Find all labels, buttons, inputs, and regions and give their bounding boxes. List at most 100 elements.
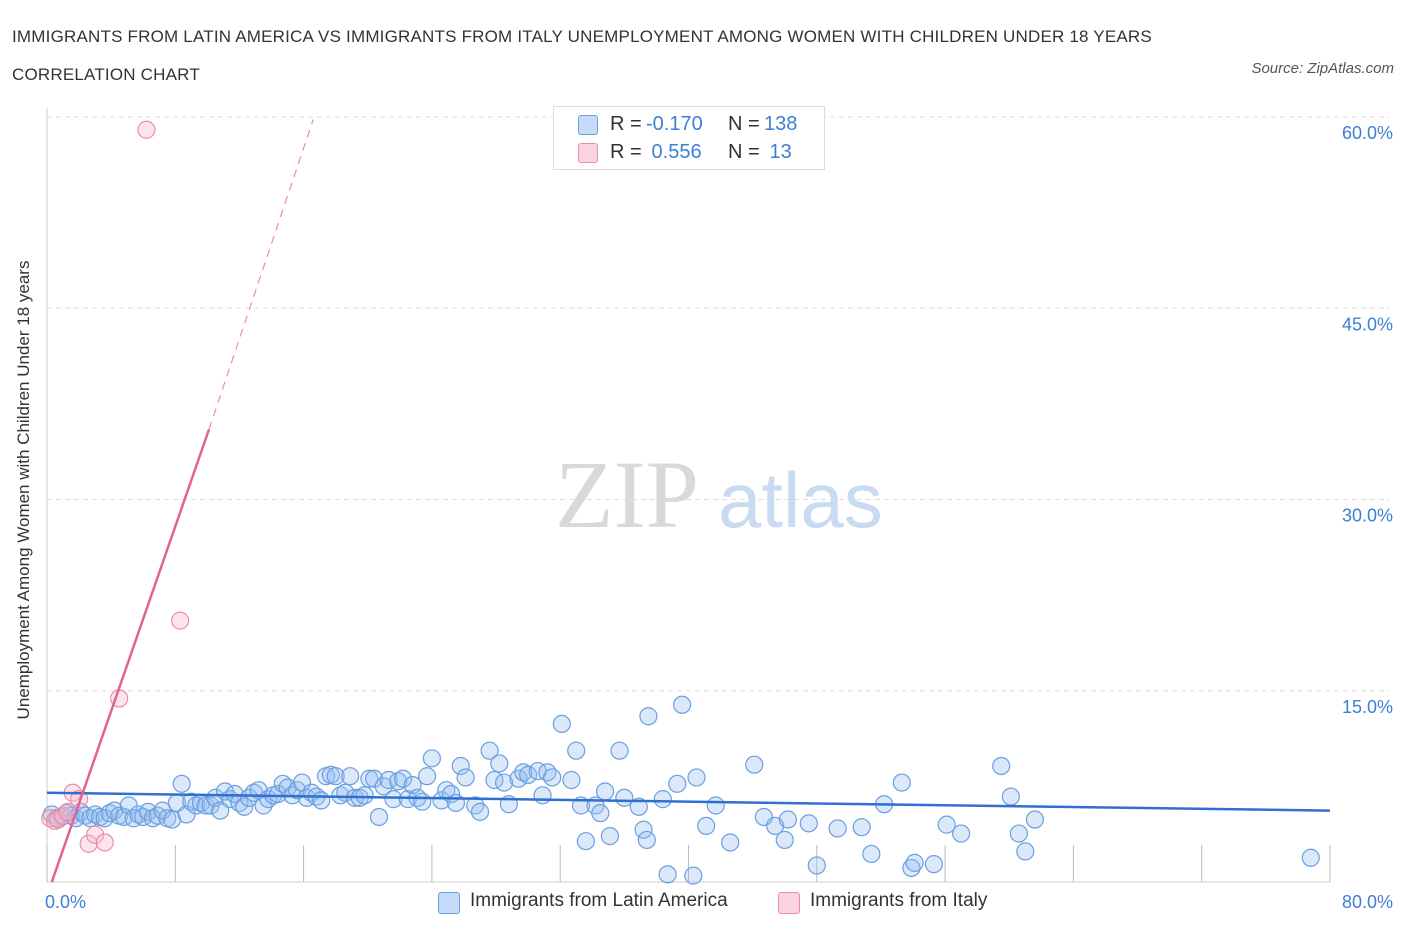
data-point-latin-america	[413, 792, 432, 811]
data-point-latin-america	[355, 786, 374, 805]
data-point-latin-america	[952, 824, 971, 843]
data-point-latin-america	[422, 749, 441, 768]
data-point-latin-america	[799, 814, 818, 833]
data-point-latin-america	[196, 796, 215, 815]
data-point-latin-america	[1001, 787, 1020, 806]
grid-lines	[47, 116, 1390, 692]
legend-n-value: 138	[764, 113, 798, 135]
data-point-latin-america	[384, 790, 403, 809]
data-point-latin-america	[862, 844, 881, 864]
series-italy-points	[41, 120, 190, 853]
correlation-legend: R = -0.170 N = 138 R = 0.556 N = 13	[553, 106, 825, 170]
data-point-latin-america	[494, 773, 514, 792]
y-axis-label: Unemployment Among Women with Children U…	[14, 260, 33, 720]
data-point-latin-america	[134, 807, 153, 827]
data-point-latin-america	[905, 853, 924, 872]
data-point-latin-america	[658, 865, 677, 884]
data-point-latin-america	[992, 756, 1011, 776]
data-point-latin-america	[86, 805, 105, 824]
data-point-latin-america	[95, 809, 114, 828]
data-point-latin-america	[778, 810, 798, 829]
data-point-latin-america	[446, 793, 466, 813]
data-point-latin-america	[365, 769, 384, 788]
data-point-latin-america	[634, 820, 653, 839]
data-point-latin-america	[235, 797, 254, 816]
data-point-latin-america	[697, 816, 716, 836]
legend-n-label: N =	[728, 113, 760, 135]
data-point-latin-america	[1016, 842, 1035, 861]
data-point-latin-america	[687, 768, 706, 787]
trend-line-italy-extension	[208, 119, 314, 430]
chart-title: IMMIGRANTS FROM LATIN AMERICA VS IMMIGRA…	[12, 27, 1152, 84]
data-point-latin-america	[902, 858, 921, 878]
data-point-latin-america	[172, 774, 191, 793]
legend-r-value: -0.170	[646, 113, 703, 135]
watermark-atlas: atlas	[718, 456, 883, 544]
data-point-latin-america	[456, 768, 475, 787]
data-point-latin-america	[490, 754, 509, 773]
data-point-latin-america	[451, 756, 470, 776]
bottom-legend-swatch-blue	[438, 892, 460, 914]
data-point-latin-america	[852, 818, 871, 837]
data-point-latin-america	[807, 856, 826, 875]
data-point-latin-america	[417, 767, 437, 786]
data-point-latin-america	[360, 769, 379, 788]
data-point-latin-america	[432, 791, 451, 810]
data-point-latin-america	[470, 802, 490, 821]
data-point-latin-america	[567, 741, 586, 760]
data-point-italy	[137, 120, 156, 139]
trend-line-italy	[50, 428, 211, 883]
data-point-latin-america	[562, 770, 581, 790]
data-point-latin-america	[312, 791, 331, 810]
data-point-latin-america	[937, 815, 956, 834]
data-point-latin-america	[393, 769, 413, 788]
data-point-italy	[86, 825, 105, 844]
bottom-legend-label: Immigrants from Latin America	[470, 890, 728, 911]
data-point-latin-america	[1025, 810, 1045, 829]
data-point-latin-america	[600, 826, 620, 846]
data-point-italy	[79, 834, 98, 853]
legend-r-label: R =	[610, 113, 642, 135]
data-point-latin-america	[331, 786, 350, 805]
y-tick-label: 45.0%	[1342, 314, 1393, 334]
x-tick-label: 0.0%	[45, 892, 86, 912]
y-tick-label: 30.0%	[1342, 506, 1393, 526]
data-point-latin-america	[389, 772, 408, 791]
watermark-zip: ZIP	[555, 441, 699, 548]
data-point-latin-america	[369, 807, 389, 827]
data-point-latin-america	[892, 773, 911, 792]
data-point-latin-america	[480, 741, 499, 760]
data-point-latin-america	[591, 804, 610, 823]
trend-line-latin-america	[46, 791, 1331, 812]
data-point-latin-america	[668, 774, 687, 793]
data-point-latin-america	[745, 755, 764, 774]
data-point-latin-america	[239, 788, 259, 807]
legend-r-value: 0.556	[646, 141, 702, 163]
data-point-latin-america	[326, 767, 345, 786]
data-point-latin-america	[297, 788, 316, 807]
legend-n-value: 13	[764, 141, 792, 163]
data-point-latin-america	[268, 784, 288, 804]
data-point-latin-america	[105, 801, 124, 820]
y-tick-label: 60.0%	[1342, 123, 1393, 143]
data-point-latin-america	[639, 707, 658, 726]
data-point-italy	[95, 833, 114, 852]
data-point-latin-america	[637, 830, 656, 850]
data-point-latin-america	[672, 695, 692, 714]
data-point-latin-america	[610, 741, 629, 760]
y-tick-label: 15.0%	[1342, 697, 1393, 717]
bottom-legend-swatch-pink	[778, 892, 800, 914]
data-point-latin-america	[162, 810, 182, 829]
data-point-latin-america	[684, 866, 703, 885]
data-point-latin-america	[519, 765, 538, 785]
legend-n-label: N =	[728, 141, 760, 163]
data-point-latin-america	[76, 806, 95, 825]
data-point-latin-america	[775, 830, 794, 850]
data-point-latin-america	[552, 714, 571, 734]
data-point-latin-america	[143, 809, 162, 828]
data-point-latin-america	[187, 796, 206, 815]
data-point-latin-america	[538, 763, 557, 782]
data-point-latin-america	[379, 770, 398, 790]
source-label: Source: ZipAtlas.com	[1251, 60, 1394, 77]
